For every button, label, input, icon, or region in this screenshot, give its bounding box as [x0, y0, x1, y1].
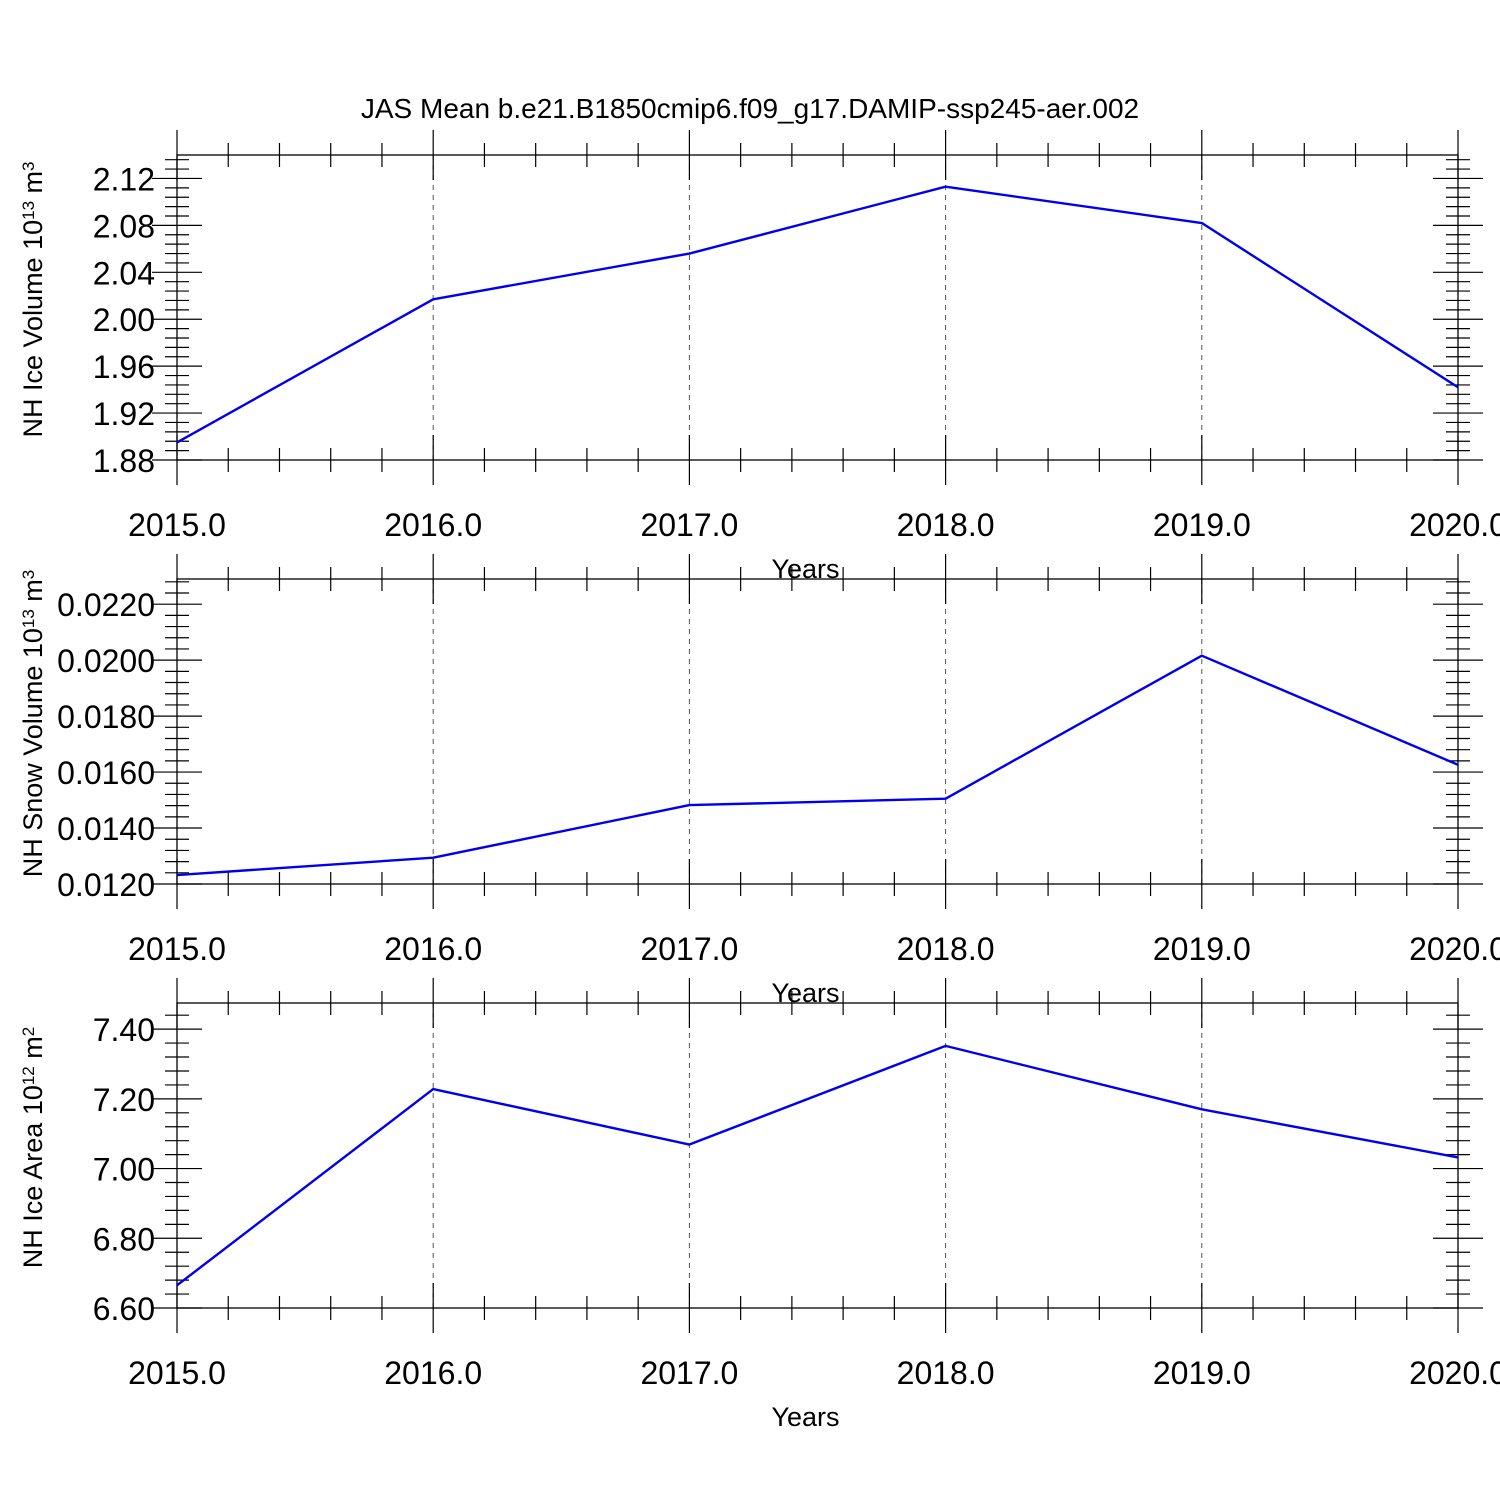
x-tick-label: 2018.0 — [897, 1355, 995, 1391]
x-tick-label: 2020.0 — [1409, 507, 1500, 543]
y-tick-label: 1.88 — [93, 443, 155, 479]
plot-frame — [176, 1002, 1459, 1309]
plot-frame — [176, 578, 1459, 885]
x-axis-label: Years — [771, 1402, 839, 1432]
y-axis-label-text: NH Ice Volume 10 — [18, 220, 48, 438]
y-axis-label-text: NH Snow Volume 10 — [18, 628, 48, 877]
y-tick-label: 2.00 — [93, 302, 155, 338]
y-tick-label: 2.12 — [93, 161, 155, 197]
y-tick-label: 0.0140 — [57, 811, 155, 847]
plot-frame — [176, 154, 1459, 461]
x-tick-label: 2020.0 — [1409, 931, 1500, 967]
chart-panel-3: 2015.0 2016.0 2017.0 2018.0 2019.0 2020.0 Year… — [18, 978, 1500, 1432]
y-axis-label: NH Ice Volume 1013 m3 — [18, 162, 48, 438]
y-axis-label: NH Ice Area 1012 m2 — [18, 1027, 48, 1268]
chart-title: JAS Mean b.e21.B1850cmip6.f09_g17.DAMIP-… — [361, 93, 1139, 124]
y-tick-label: 0.0220 — [57, 587, 155, 623]
y-axis-label-text: m — [18, 1036, 48, 1066]
x-tick-label: 2019.0 — [1153, 507, 1251, 543]
y-axis-label-text: m — [18, 579, 48, 609]
y-axis-label-text: m — [18, 171, 48, 201]
y-tick-label: 7.40 — [93, 1012, 155, 1048]
y-axis-label-superscript: 13 — [19, 201, 38, 220]
y-tick-label: 7.20 — [93, 1082, 155, 1118]
y-tick-label: 0.0180 — [57, 699, 155, 735]
x-tick-label: 2016.0 — [384, 931, 482, 967]
series-line — [176, 1044, 1459, 1287]
y-tick-label: 2.08 — [93, 208, 155, 244]
y-axis-label: NH Snow Volume 1013 m3 — [18, 570, 48, 878]
x-tick-label: 2015.0 — [128, 507, 226, 543]
y-tick-label: 1.96 — [93, 349, 155, 385]
x-tick-label: 2019.0 — [1153, 1355, 1251, 1391]
x-tick-label: 2016.0 — [384, 507, 482, 543]
x-tick-label: 2018.0 — [897, 931, 995, 967]
y-tick-label: 0.0200 — [57, 643, 155, 679]
x-tick-label: 2020.0 — [1409, 1355, 1500, 1391]
y-tick-label: 7.00 — [93, 1152, 155, 1188]
y-tick-label: 0.0160 — [57, 755, 155, 791]
x-tick-label: 2017.0 — [640, 1355, 738, 1391]
y-axis-label-superscript: 2 — [19, 1027, 38, 1036]
y-axis-label-superscript: 3 — [19, 162, 38, 171]
x-tick-label: 2015.0 — [128, 1355, 226, 1391]
y-axis-label-text: NH Ice Area 10 — [18, 1085, 48, 1268]
series-line — [176, 185, 1459, 444]
y-tick-label: 2.04 — [93, 255, 155, 291]
chart-panel-1: 2015.0 2016.0 2017.0 2018.0 2019.0 2020.0Year… — [18, 130, 1500, 584]
x-tick-label: 2018.0 — [897, 507, 995, 543]
x-tick-label: 2017.0 — [640, 507, 738, 543]
series-line — [176, 654, 1459, 877]
x-tick-label: 2017.0 — [640, 931, 738, 967]
x-tick-label: 2016.0 — [384, 1355, 482, 1391]
y-axis-label-superscript: 3 — [19, 570, 38, 579]
chart-panel-2: 2015.0 2016.0 2017.0 2018.0 2019.0 2020.0Year… — [18, 554, 1500, 1008]
x-tick-label: 2019.0 — [1153, 931, 1251, 967]
y-tick-label: 1.92 — [93, 396, 155, 432]
x-tick-label: 2015.0 — [128, 931, 226, 967]
y-tick-label: 0.0120 — [57, 867, 155, 903]
y-tick-label: 6.80 — [93, 1221, 155, 1257]
y-axis-label-superscript: 13 — [19, 609, 38, 628]
y-tick-label: 6.60 — [93, 1291, 155, 1327]
y-axis-label-superscript: 12 — [19, 1066, 38, 1085]
